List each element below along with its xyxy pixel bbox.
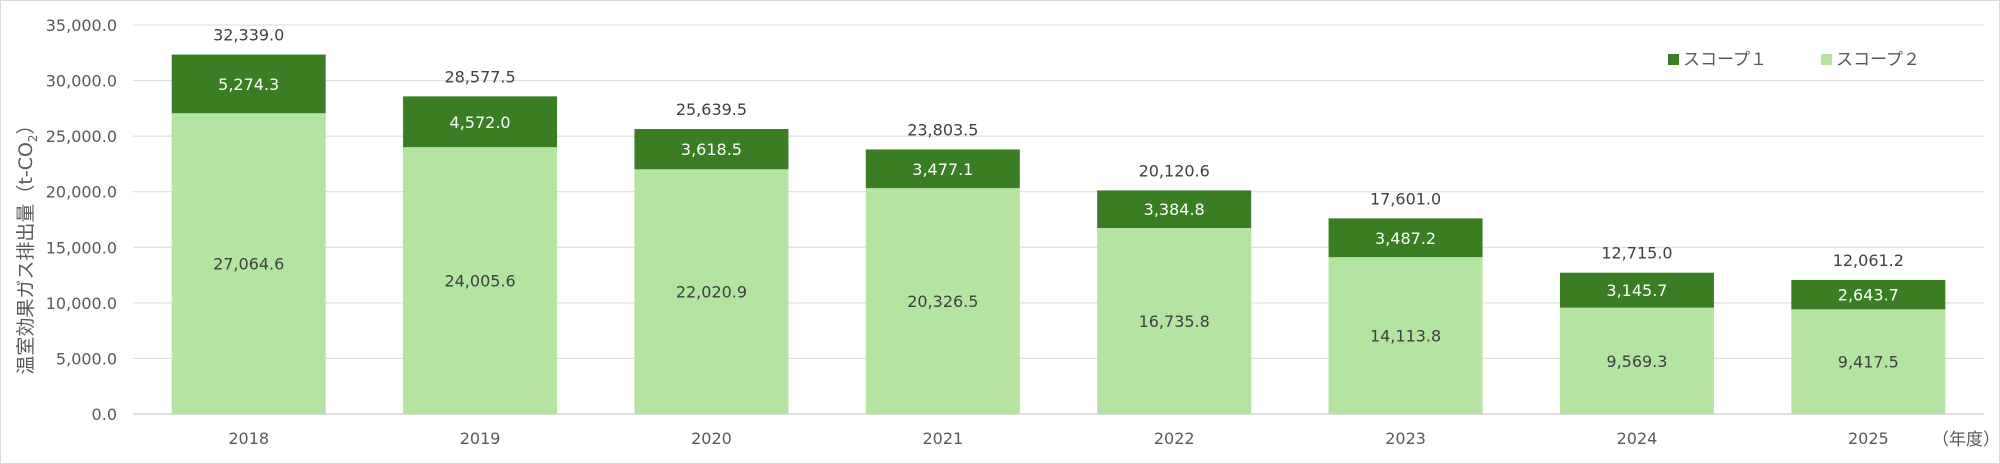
y-axis-title-main: 温室効果ガス排出量（t-CO: [15, 142, 37, 375]
bar-scope1: [1791, 279, 1946, 310]
data-label-scope2: 9,417.5: [1838, 353, 1899, 372]
x-tick-label: 2025: [1848, 429, 1889, 448]
y-tick-label: 20,000.0: [46, 183, 117, 202]
y-axis-title: 温室効果ガス排出量（t-CO2）: [15, 115, 40, 374]
y-tick-label: 5,000.0: [56, 349, 117, 368]
bar-scope1: [1328, 218, 1483, 258]
x-tick-label: 2023: [1385, 429, 1426, 448]
total-label: 20,120.6: [1139, 161, 1210, 180]
bar-scope2: [1559, 307, 1714, 414]
bar-scope2: [1097, 227, 1252, 414]
data-label-scope2: 16,735.8: [1139, 312, 1210, 331]
data-label-scope2: 9,569.3: [1606, 352, 1667, 371]
x-tick-label: 2021: [922, 429, 963, 448]
y-tick-label: 15,000.0: [46, 238, 117, 257]
data-label-scope1: 3,477.1: [912, 160, 973, 179]
bar-scope1: [865, 149, 1020, 189]
data-label-scope1: 3,487.2: [1375, 229, 1436, 248]
x-tick-label: 2022: [1154, 429, 1195, 448]
data-label-scope1: 2,643.7: [1838, 286, 1899, 305]
bar-scope1: [634, 129, 789, 170]
data-label-scope2: 22,020.9: [676, 283, 747, 302]
total-label: 28,577.5: [444, 67, 515, 86]
total-label: 12,061.2: [1833, 251, 1904, 270]
data-label-scope2: 24,005.6: [444, 272, 515, 291]
data-label-scope1: 3,384.8: [1144, 200, 1205, 219]
total-label: 12,715.0: [1601, 244, 1672, 263]
bar-scope1: [1097, 190, 1252, 228]
y-tick-label: 35,000.0: [46, 16, 117, 35]
bar-scope1: [1559, 272, 1714, 308]
y-tick-label: 10,000.0: [46, 294, 117, 313]
x-tick-label: 2024: [1617, 429, 1658, 448]
total-label: 25,639.5: [676, 100, 747, 119]
bar-scope2: [1328, 257, 1483, 414]
bar-scope2: [865, 188, 1020, 414]
x-tick-label: 2018: [228, 429, 269, 448]
y-tick-label: 25,000.0: [46, 127, 117, 146]
data-label-scope1: 5,274.3: [218, 75, 279, 94]
legend-label-scope2: スコープ２: [1836, 50, 1920, 70]
bar-scope2: [171, 113, 326, 415]
data-label-scope1: 3,618.5: [681, 140, 742, 159]
legend-swatch-scope2: [1821, 54, 1832, 65]
x-tick-label: 2019: [460, 429, 501, 448]
bar-scope1: [171, 54, 326, 114]
data-label-scope2: 20,326.5: [907, 292, 978, 311]
x-unit-label: （年度）: [1932, 430, 1999, 450]
y-axis-title-subscript: 2: [26, 134, 40, 142]
data-label-scope1: 4,572.0: [450, 113, 511, 132]
legend-label-scope1: スコープ１: [1683, 50, 1767, 70]
bar-scope2: [403, 147, 558, 415]
bar-scope2: [1791, 309, 1946, 414]
y-axis-title-end: ）: [15, 115, 37, 134]
y-tick-label: 0.0: [92, 405, 117, 424]
data-label-scope2: 27,064.6: [213, 255, 284, 274]
bar-scope1: [403, 96, 558, 148]
legend-swatch-scope1: [1668, 54, 1679, 65]
total-label: 23,803.5: [907, 120, 978, 139]
y-tick-label: 30,000.0: [46, 72, 117, 91]
bar-scope2: [634, 169, 789, 414]
data-label-scope1: 3,145.7: [1606, 281, 1667, 300]
total-label: 17,601.0: [1370, 189, 1441, 208]
total-label: 32,339.0: [213, 26, 284, 45]
x-tick-label: 2020: [691, 429, 732, 448]
data-label-scope2: 14,113.8: [1370, 327, 1441, 346]
